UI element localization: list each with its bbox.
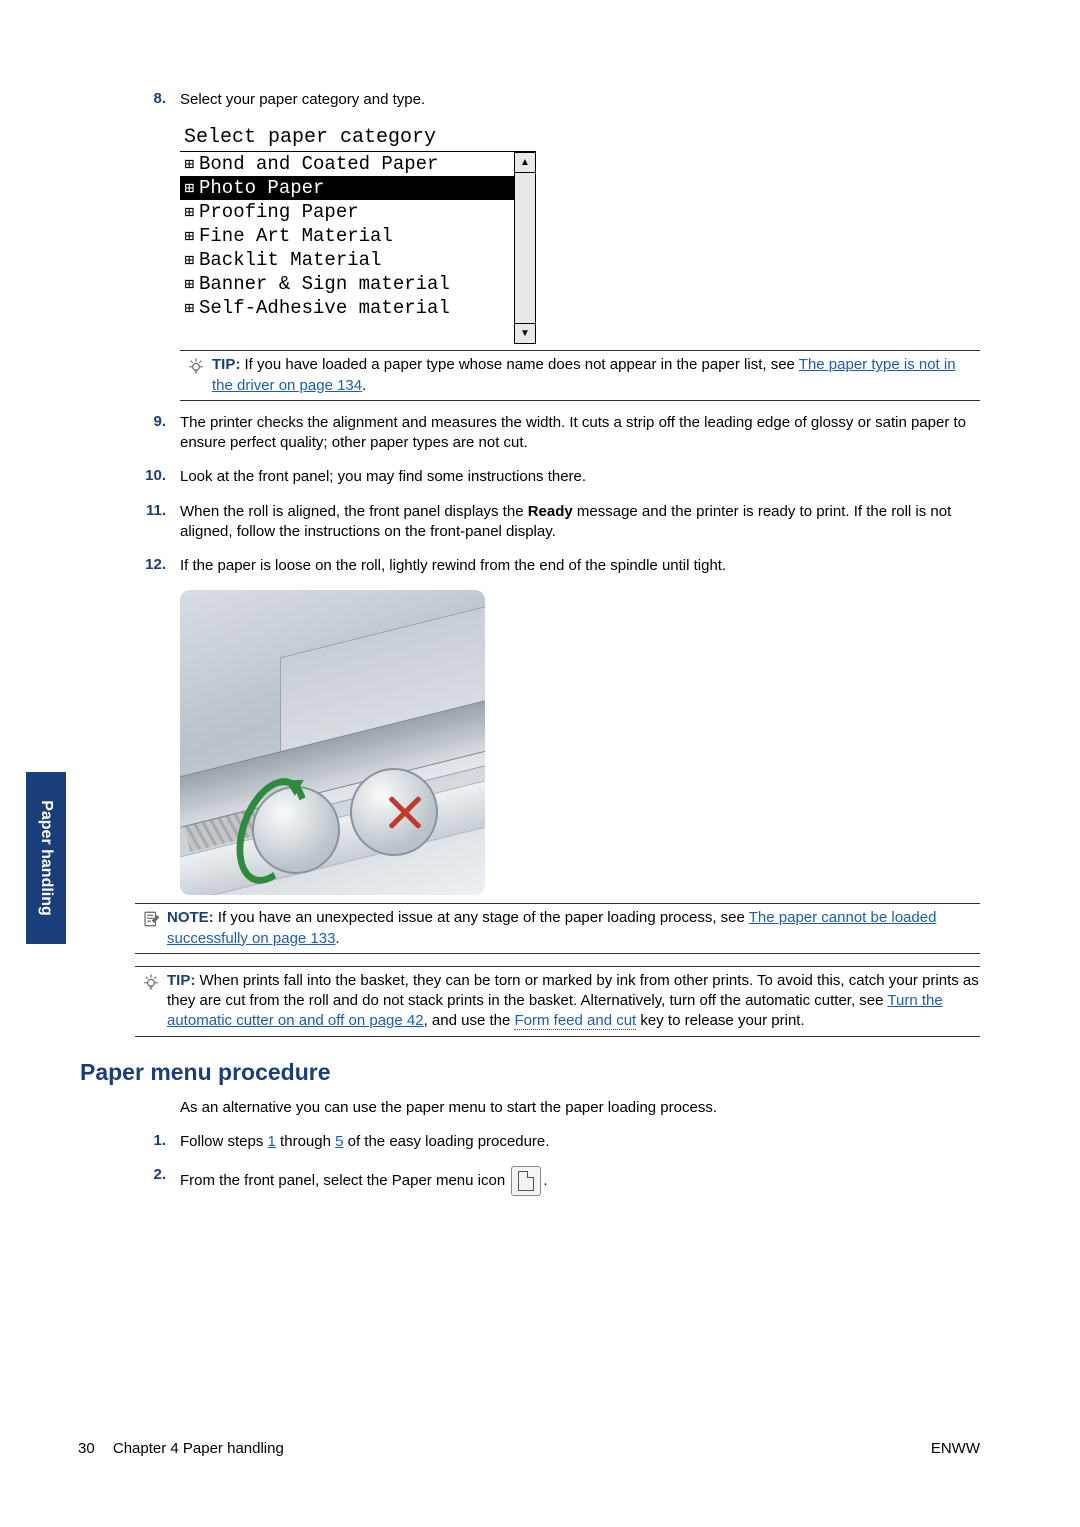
tip-pre: When prints fall into the basket, they c… (167, 972, 979, 1009)
step-text: Follow steps 1 through 5 of the easy loa… (180, 1132, 980, 1152)
paper-menu-icon (511, 1166, 541, 1196)
footer-right: ENWW (931, 1440, 980, 1457)
lcd-item[interactable]: ⊞Bond and Coated Paper (180, 152, 514, 176)
tip-body: TIP: If you have loaded a paper type who… (212, 355, 980, 396)
tip-icon (135, 971, 167, 1032)
step-number: 2. (135, 1166, 180, 1196)
link-step-1[interactable]: 1 (268, 1133, 276, 1150)
tip-icon (180, 355, 212, 396)
t: through (276, 1133, 335, 1150)
page-content: 8. Select your paper category and type. … (0, 0, 1080, 1196)
tip-body: TIP: When prints fall into the basket, t… (167, 971, 980, 1032)
t: of the easy loading procedure. (343, 1133, 549, 1150)
page-number: 30 (78, 1440, 95, 1457)
step-text: Select your paper category and type. (180, 90, 980, 110)
step-pre: When the roll is aligned, the front pane… (180, 503, 528, 520)
tip-post: key to release your print. (636, 1012, 804, 1029)
section-para: As an alternative you can use the paper … (180, 1098, 980, 1118)
lcd-item[interactable]: ⊞Banner & Sign material (180, 272, 514, 296)
step-11: 11. When the roll is aligned, the front … (135, 502, 980, 543)
step-12: 12. If the paper is loose on the roll, l… (135, 556, 980, 576)
scroll-track[interactable] (514, 173, 536, 323)
step-bold: Ready (528, 503, 573, 520)
step-c1: 1. Follow steps 1 through 5 of the easy … (135, 1132, 980, 1152)
lcd-item[interactable]: ⊞Backlit Material (180, 248, 514, 272)
scroll-down-icon[interactable]: ▼ (514, 323, 536, 344)
step-number: 8. (135, 90, 180, 110)
step-c2: 2. From the front panel, select the Pape… (135, 1166, 980, 1196)
step-9: 9. The printer checks the alignment and … (135, 413, 980, 454)
step-number: 11. (135, 502, 180, 543)
side-tab: Paper handling (26, 772, 66, 944)
footer-left: 30 Chapter 4 Paper handling (78, 1440, 284, 1457)
step-text: When the roll is aligned, the front pane… (180, 502, 980, 543)
step-number: 9. (135, 413, 180, 454)
printer-illustration (180, 590, 485, 895)
lcd-item[interactable]: ⊞Fine Art Material (180, 224, 514, 248)
step-number: 10. (135, 467, 180, 487)
page-footer: 30 Chapter 4 Paper handling ENWW (0, 1440, 1080, 1457)
step-10: 10. Look at the front panel; you may fin… (135, 467, 980, 487)
tip-label: TIP: (212, 356, 240, 373)
lcd-list: ⊞Bond and Coated Paper⊞Photo Paper⊞Proof… (180, 152, 514, 344)
side-tab-label: Paper handling (37, 800, 55, 916)
scroll-up-icon[interactable]: ▲ (514, 152, 536, 173)
lcd-scrollbar[interactable]: ▲ ▼ (514, 152, 536, 344)
tip-link-2[interactable]: Form feed and cut (514, 1012, 636, 1030)
tip-mid: , and use the (424, 1012, 515, 1029)
step-text: From the front panel, select the Paper m… (180, 1166, 980, 1196)
no-icon (384, 792, 426, 834)
note-body: NOTE: If you have an unexpected issue at… (167, 908, 980, 949)
note-icon (135, 908, 167, 949)
tip-callout-1: TIP: If you have loaded a paper type who… (180, 350, 980, 401)
step-text: The printer checks the alignment and mea… (180, 413, 980, 454)
tip-post: . (362, 377, 366, 394)
lcd-item[interactable]: ⊞Self-Adhesive material (180, 296, 514, 320)
tip-label: TIP: (167, 972, 195, 989)
lcd-title: Select paper category (180, 124, 536, 152)
note-callout: NOTE: If you have an unexpected issue at… (135, 903, 980, 954)
note-label: NOTE: (167, 909, 214, 926)
t: Follow steps (180, 1133, 268, 1150)
tip-pre: If you have loaded a paper type whose na… (245, 356, 799, 373)
lcd-item[interactable]: ⊞Proofing Paper (180, 200, 514, 224)
step-number: 1. (135, 1132, 180, 1152)
chapter-title: Chapter 4 Paper handling (113, 1440, 284, 1457)
step-8: 8. Select your paper category and type. (135, 90, 980, 110)
note-pre: If you have an unexpected issue at any s… (218, 909, 749, 926)
section-heading: Paper menu procedure (80, 1059, 980, 1086)
step-number: 12. (135, 556, 180, 576)
step-text: If the paper is loose on the roll, light… (180, 556, 980, 576)
t: From the front panel, select the Paper m… (180, 1172, 509, 1189)
step-text: Look at the front panel; you may find so… (180, 467, 980, 487)
tip-callout-2: TIP: When prints fall into the basket, t… (135, 966, 980, 1037)
lcd-panel: Select paper category ⊞Bond and Coated P… (180, 124, 536, 344)
lcd-item[interactable]: ⊞Photo Paper (180, 176, 514, 200)
note-post: . (335, 930, 339, 947)
